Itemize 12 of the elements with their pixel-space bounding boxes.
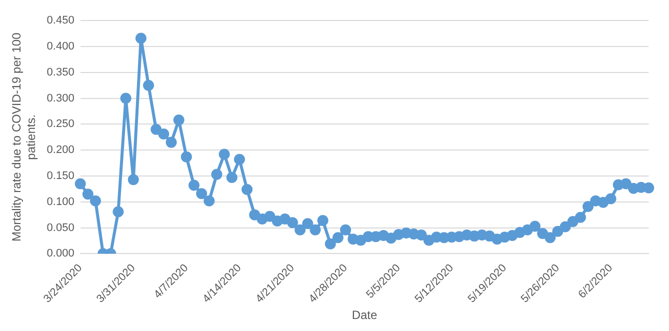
y-tick-label: 0.250 xyxy=(46,118,74,130)
y-tick-label: 0.100 xyxy=(46,196,74,208)
x-axis-title: Date xyxy=(352,308,378,322)
y-tick-label: 0.300 xyxy=(46,92,74,104)
y-tick-label: 0.200 xyxy=(46,144,74,156)
y-tick-label: 0.000 xyxy=(46,248,74,260)
y-tick-label: 0.150 xyxy=(46,170,74,182)
y-tick-label: 0.450 xyxy=(46,14,74,27)
y-axis-title: Mortality rate due to COVID-19 per 100 patients. xyxy=(10,32,38,242)
y-tick-label: 0.350 xyxy=(46,66,74,78)
y-tick-label: 0.400 xyxy=(46,40,74,53)
y-tick-label: 0.050 xyxy=(46,222,74,234)
